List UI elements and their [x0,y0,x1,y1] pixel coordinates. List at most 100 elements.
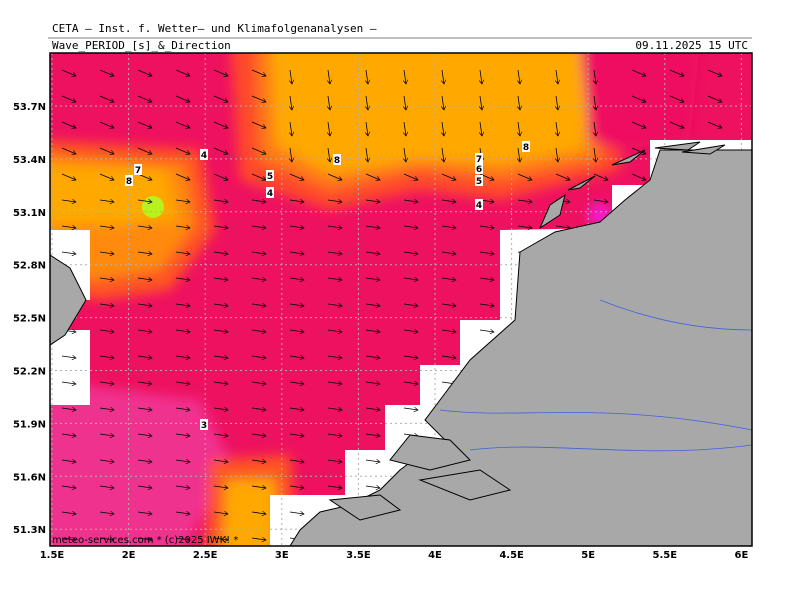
arrow [137,226,152,228]
arrow [61,486,76,488]
lat-tick-label: 53.7N [13,102,46,113]
arrow [707,69,722,76]
arrow [213,356,228,358]
arrow [327,486,342,488]
arrow [99,226,114,228]
arrow [365,486,380,488]
arrow [61,434,76,436]
arrow [404,95,406,110]
header-subtitle: Wave_PERIOD_[s]_&_Direction [52,39,231,52]
arrow [61,252,76,254]
arrow [61,173,76,180]
arrow [137,252,152,254]
lon-tick-label: 4.5E [499,550,524,561]
arrow [289,173,304,180]
arrow [99,330,114,332]
arrow [61,538,76,540]
arrow [99,278,114,280]
arrow [175,538,190,540]
arrow [99,69,114,76]
arrow [518,69,520,84]
arrow [442,147,444,162]
arrow [556,95,558,110]
arrow [213,69,228,76]
arrow [99,434,114,436]
arrow [290,147,292,162]
arrow [251,69,266,76]
arrow [669,95,684,102]
arrow [175,356,190,358]
arrow [251,512,266,514]
arrow [289,382,304,384]
arrow [213,538,228,540]
arrow [594,147,596,162]
contour-label-bg [134,164,142,175]
arrow [365,382,380,384]
arrow [707,121,722,128]
arrow [251,486,266,488]
arrow [556,121,558,136]
lon-tick-label: 6E [735,550,749,561]
arrow [327,304,342,306]
arrow [61,356,76,358]
period-max [142,196,164,218]
arrow [175,304,190,306]
contour-label-bg [125,175,133,186]
lat-tick-label: 53.4N [13,155,46,166]
arrow [441,200,456,202]
arrow [99,382,114,384]
arrow [175,121,190,128]
contour-label: 7 [135,166,141,176]
arrow [137,278,152,280]
contour-label: 4 [267,189,273,199]
arrow [631,173,646,180]
arrow [441,252,456,254]
arrow [517,226,532,228]
arrow [366,147,368,162]
arrow [99,486,114,488]
arrow [403,252,418,254]
arrow [175,512,190,514]
arrow [251,330,266,332]
arrow [175,95,190,102]
arrow [175,200,190,202]
contour-label: 7 [476,155,482,165]
arrow [137,486,152,488]
contour-label: 5 [476,177,482,187]
arrow [175,226,190,228]
arrow [99,121,114,128]
arrow [327,330,342,332]
arrow [213,486,228,488]
arrow [555,173,570,180]
arrow [480,95,482,110]
arrow [404,121,406,136]
arrow [99,408,114,410]
arrow [403,278,418,280]
arrow [175,173,190,180]
arrow [99,356,114,358]
arrow [175,278,190,280]
contour-label: 5 [267,172,273,182]
arrow [441,356,456,358]
arrow [137,95,152,102]
lat-tick-label: 53.1N [13,208,46,219]
contour-label: 8 [334,156,340,166]
arrow [137,434,152,436]
arrow [137,512,152,514]
contour-label-bg [200,419,208,430]
arrow [479,330,494,332]
lon-tick-label: 2.5E [193,550,218,561]
arrow [213,252,228,254]
contour-label: 6 [476,165,482,175]
arrow [251,356,266,358]
arrow [137,147,152,154]
arrow [61,460,76,462]
arrow [366,95,368,110]
contour-label-bg [475,175,483,186]
arrow [327,434,342,436]
arrow [289,304,304,306]
arrow [290,121,292,136]
arrow [175,460,190,462]
arrow [137,408,152,410]
arrow [327,173,342,180]
